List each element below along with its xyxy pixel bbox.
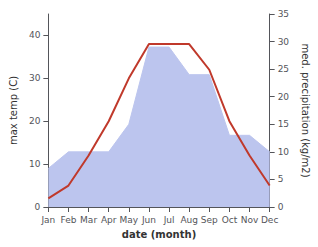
svg-text:Jan: Jan <box>40 215 55 225</box>
svg-text:0: 0 <box>278 202 284 212</box>
svg-text:date (month): date (month) <box>122 229 196 240</box>
svg-text:20: 20 <box>278 92 290 102</box>
svg-text:May: May <box>120 215 139 225</box>
svg-text:Sep: Sep <box>201 215 218 225</box>
svg-text:15: 15 <box>278 119 289 129</box>
svg-text:30: 30 <box>278 37 290 47</box>
svg-text:max temp (C): max temp (C) <box>8 76 19 145</box>
svg-text:5: 5 <box>278 174 284 184</box>
svg-text:Jul: Jul <box>163 215 175 225</box>
svg-text:Oct: Oct <box>222 215 238 225</box>
svg-text:25: 25 <box>278 64 289 74</box>
svg-text:30: 30 <box>29 73 41 83</box>
svg-text:Feb: Feb <box>61 215 77 225</box>
svg-text:Jun: Jun <box>141 215 156 225</box>
svg-text:35: 35 <box>278 9 289 19</box>
svg-text:med. precipitation (kg/m2): med. precipitation (kg/m2) <box>300 43 311 177</box>
svg-text:Aug: Aug <box>180 215 198 225</box>
svg-text:Apr: Apr <box>101 215 117 225</box>
svg-text:0: 0 <box>35 202 41 212</box>
svg-text:Mar: Mar <box>80 215 97 225</box>
svg-text:40: 40 <box>29 30 41 40</box>
svg-text:Dec: Dec <box>261 215 278 225</box>
svg-text:20: 20 <box>29 116 41 126</box>
svg-text:10: 10 <box>29 159 41 169</box>
svg-text:10: 10 <box>278 147 290 157</box>
svg-text:Nov: Nov <box>241 215 259 225</box>
